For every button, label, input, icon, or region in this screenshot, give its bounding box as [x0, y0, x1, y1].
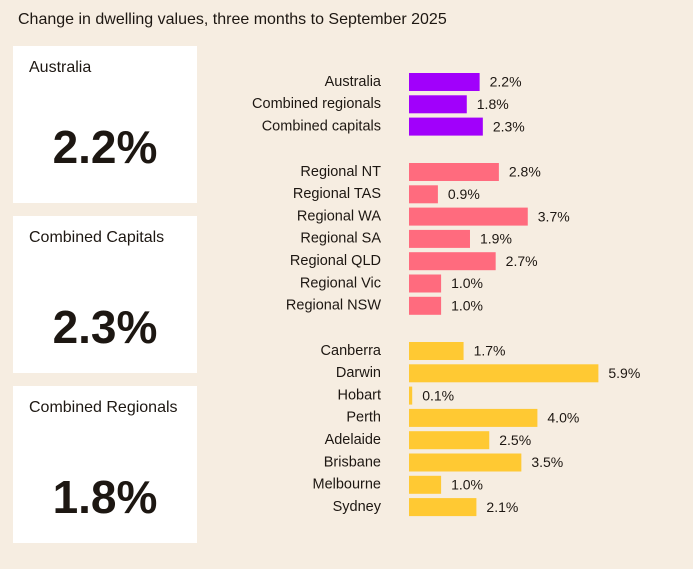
- card-value: 1.8%: [52, 471, 158, 523]
- bar-regional-wa: [409, 207, 528, 226]
- category-label-sydney: Sydney: [333, 499, 382, 515]
- data-label-regional-vic: 1.0%: [451, 275, 483, 291]
- card-value: 2.2%: [52, 121, 158, 173]
- category-label-hobart: Hobart: [337, 387, 381, 403]
- bar-hobart: [409, 386, 413, 405]
- data-label-regional-sa: 1.9%: [480, 231, 512, 247]
- data-label-regional-tas: 0.9%: [448, 186, 480, 202]
- category-label-regional-nsw: Regional NSW: [286, 298, 381, 314]
- chart-title: Change in dwelling values, three months …: [18, 11, 447, 28]
- data-label-brisbane: 3.5%: [531, 454, 563, 470]
- card-combined-regionals: Combined Regionals 1.8%: [13, 386, 197, 543]
- bar-regional-nt: [409, 163, 499, 181]
- bar-sydney: [409, 498, 477, 517]
- card-label: Combined Regionals: [29, 399, 178, 416]
- bar-regional-vic: [409, 274, 442, 293]
- category-label-canberra: Canberra: [321, 343, 382, 359]
- data-label-regional-nsw: 1.0%: [451, 298, 483, 314]
- data-label-regional-nt: 2.8%: [509, 164, 541, 180]
- data-label-adelaide: 2.5%: [499, 432, 531, 448]
- card-label: Australia: [29, 59, 92, 76]
- category-label-darwin: Darwin: [336, 365, 381, 381]
- category-label-regional-qld: Regional QLD: [290, 253, 381, 269]
- bar-regional-nsw: [409, 296, 442, 315]
- category-label-regional-sa: Regional SA: [300, 231, 381, 247]
- data-label-melbourne: 1.0%: [451, 477, 483, 493]
- category-label-brisbane: Brisbane: [324, 454, 381, 470]
- data-label-perth: 4.0%: [547, 410, 579, 426]
- card-value: 2.3%: [52, 301, 158, 353]
- data-label-hobart: 0.1%: [422, 387, 454, 403]
- bar-regional-sa: [409, 229, 470, 248]
- bar-darwin: [409, 364, 599, 383]
- category-label-regional-wa: Regional WA: [297, 208, 381, 224]
- data-label-combined-regionals: 1.8%: [477, 96, 509, 112]
- category-label-regional-nt: Regional NT: [300, 164, 381, 180]
- data-label-sydney: 2.1%: [486, 499, 518, 515]
- category-label-perth: Perth: [346, 410, 381, 426]
- category-label-combined-regionals: Combined regionals: [252, 96, 381, 112]
- bar-regional-tas: [409, 185, 438, 204]
- bar-combined-regionals: [409, 95, 467, 114]
- card-australia: Australia 2.2%: [13, 46, 197, 203]
- bar-adelaide: [409, 431, 490, 450]
- category-label-melbourne: Melbourne: [312, 477, 381, 493]
- bar-regional-qld: [409, 252, 496, 271]
- data-label-darwin: 5.9%: [608, 365, 640, 381]
- card-label: Combined Capitals: [29, 229, 165, 246]
- data-label-regional-qld: 2.7%: [506, 253, 538, 269]
- category-label-regional-vic: Regional Vic: [300, 275, 381, 291]
- bar-combined-capitals: [409, 117, 483, 136]
- category-label-combined-capitals: Combined capitals: [262, 118, 381, 134]
- category-label-adelaide: Adelaide: [325, 432, 381, 448]
- data-label-australia: 2.2%: [490, 74, 522, 90]
- bar-perth: [409, 408, 538, 427]
- card-combined-capitals: Combined Capitals 2.3%: [13, 216, 197, 373]
- category-label-regional-tas: Regional TAS: [293, 186, 381, 202]
- bar-canberra: [409, 342, 464, 360]
- data-label-canberra: 1.7%: [474, 343, 506, 359]
- data-label-combined-capitals: 2.3%: [493, 118, 525, 134]
- data-label-regional-wa: 3.7%: [538, 208, 570, 224]
- bar-melbourne: [409, 475, 442, 494]
- category-label-australia: Australia: [325, 74, 382, 90]
- bar-australia: [409, 73, 480, 91]
- bar-brisbane: [409, 453, 522, 472]
